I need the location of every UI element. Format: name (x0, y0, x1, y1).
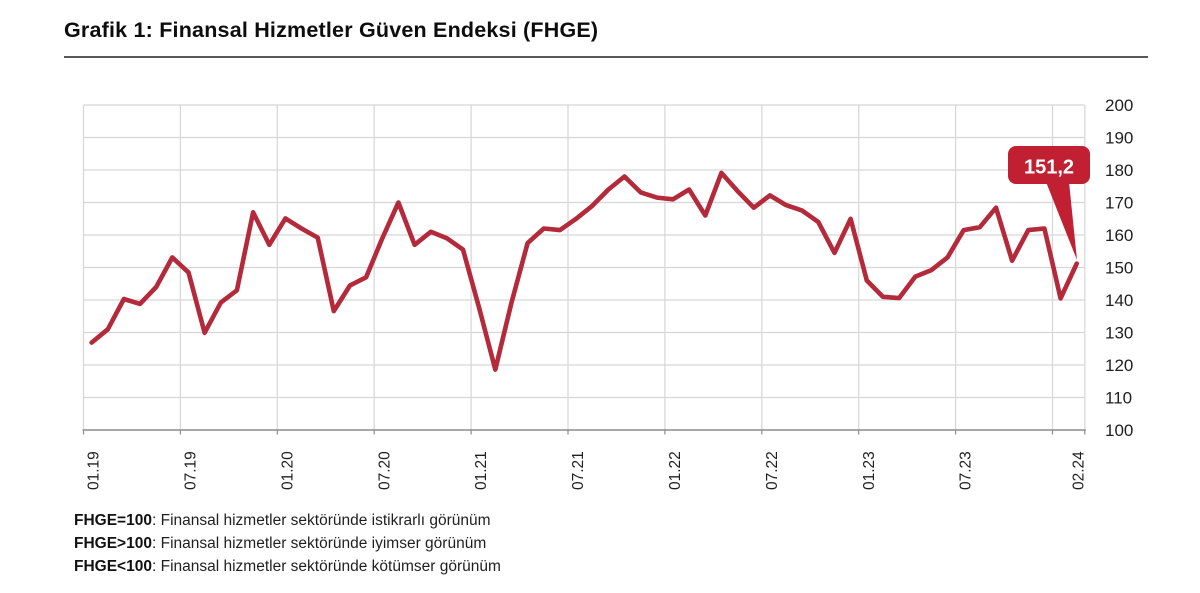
footnote-term: FHGE>100 (74, 535, 152, 552)
x-axis-label: 01.22 (667, 451, 684, 490)
x-axis-label: 02.24 (1071, 451, 1088, 490)
x-axis-label: 07.23 (958, 451, 975, 490)
x-axis-label: 07.19 (183, 451, 200, 490)
callout-tail (1046, 182, 1077, 260)
page-title: Grafik 1: Finansal Hizmetler Güven Endek… (64, 18, 599, 42)
footnotes: FHGE=100: Finansal hizmetler sektöründe … (74, 509, 501, 578)
x-axis-label: 01.19 (86, 451, 103, 490)
y-axis-label: 150 (1105, 259, 1133, 278)
y-axis-label: 110 (1105, 389, 1132, 408)
footnote-term: FHGE=100 (74, 512, 152, 529)
y-axis-label: 140 (1105, 291, 1133, 310)
footnote-line: FHGE<100: Finansal hizmetler sektöründe … (74, 555, 501, 578)
x-axis-label: 01.21 (473, 451, 490, 490)
callout-label: 151,2 (1024, 157, 1074, 179)
y-axis-label: 180 (1105, 161, 1133, 180)
callout-bubble (1008, 146, 1090, 184)
y-axis-label: 130 (1105, 324, 1133, 343)
footnote-line: FHGE>100: Finansal hizmetler sektöründe … (74, 532, 501, 555)
y-axis-label: 100 (1105, 421, 1133, 440)
footnote-line: FHGE=100: Finansal hizmetler sektöründe … (74, 509, 501, 532)
x-axis-label: 01.20 (279, 451, 296, 490)
x-axis-label: 01.23 (861, 451, 878, 490)
title-underline (64, 56, 1148, 59)
x-axis-label: 07.22 (764, 451, 781, 490)
x-axis-label: 07.20 (376, 451, 393, 490)
footnote-term: FHGE<100 (74, 558, 152, 575)
y-axis-label: 170 (1105, 194, 1133, 213)
x-axis-label: 07.21 (570, 451, 587, 490)
y-axis-label: 200 (1105, 96, 1133, 115)
footnote-text: : Finansal hizmetler sektöründe istikrar… (151, 512, 491, 529)
y-axis-label: 160 (1105, 226, 1133, 245)
fhge-series-line (89, 170, 1079, 372)
footnote-text: : Finansal hizmetler sektöründe kötümser… (151, 558, 501, 575)
y-axis-label: 190 (1105, 129, 1133, 148)
y-axis-label: 120 (1105, 356, 1133, 375)
footnote-text: : Finansal hizmetler sektöründe iyimser … (151, 535, 487, 552)
